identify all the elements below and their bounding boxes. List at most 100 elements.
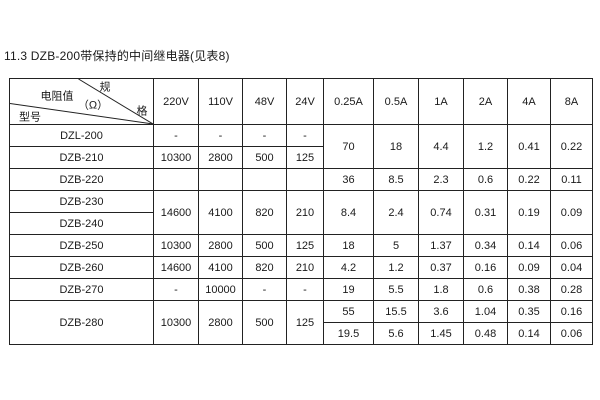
value-cell: 70 (323, 124, 374, 169)
column-header: 0.25A (323, 78, 374, 125)
corner-label-resistance: 电阻值 (40, 90, 74, 103)
value-cell: 0.06 (550, 234, 593, 257)
column-header: 24V (286, 78, 324, 125)
row-label: DZB-250 (9, 234, 154, 257)
value-cell: 1.04 (463, 300, 508, 323)
value-cell: 4100 (198, 256, 243, 279)
value-cell: 125 (286, 234, 324, 257)
table-body: DZL-200- - - -70 18 4.4 1.2 0.41 0.22 DZB-210 1030… (9, 124, 593, 345)
value-cell: 14600 (153, 256, 199, 279)
diagonal-divider-lines (10, 79, 153, 124)
value-cell: 2800 (198, 300, 243, 345)
value-cell: 0.48 (463, 322, 508, 345)
corner-label-model: 型号 (19, 111, 41, 124)
table-row: DZB-250 10300 2800 500 125 18 5 1.37 0.34 0.14 0.0… (9, 234, 593, 257)
row-label: DZB-230 (9, 190, 154, 213)
column-header: 8A (550, 78, 593, 125)
value-cell: 500 (242, 234, 287, 257)
value-cell: 4.4 (418, 124, 464, 169)
value-cell (286, 168, 324, 191)
value-cell: 0.16 (463, 256, 508, 279)
value-cell: 10300 (153, 146, 199, 169)
value-cell: 5.6 (373, 322, 419, 345)
row-label: DZL-200 (9, 124, 154, 147)
value-cell: 5.5 (373, 278, 419, 301)
corner-label-spec-bottom: 格 (136, 105, 148, 118)
value-cell: 0.22 (507, 168, 551, 191)
value-cell: 3.6 (418, 300, 464, 323)
row-label: DZB-240 (9, 212, 154, 235)
value-cell: 1.45 (418, 322, 464, 345)
value-cell: 0.14 (507, 234, 551, 257)
value-cell: 1.2 (463, 124, 508, 169)
value-cell: 2.4 (373, 190, 419, 235)
table-corner-header: 电阻值 （Ω） 规 格 型号 (9, 78, 154, 125)
value-cell: 0.74 (418, 190, 464, 235)
value-cell: 36 (323, 168, 374, 191)
section-title: 11.3 DZB-200带保持的中间继电器(见表8) (4, 49, 230, 63)
relay-table: 电阻值 （Ω） 规 格 型号 220V 110V 48V 24V 0.25A 0.5A 1A… (9, 78, 593, 345)
row-label: DZB-280 (9, 300, 154, 345)
value-cell: 8.4 (323, 190, 374, 235)
value-cell: 210 (286, 190, 324, 235)
value-cell: 0.04 (550, 256, 593, 279)
corner-label-ohm-unit: （Ω） (77, 99, 109, 112)
corner-label-spec-top: 规 (99, 81, 111, 94)
value-cell: - (198, 124, 243, 147)
value-cell: 2800 (198, 234, 243, 257)
value-cell: 500 (242, 300, 287, 345)
value-cell: 0.16 (550, 300, 593, 323)
column-header: 1A (418, 78, 464, 125)
value-cell: 0.38 (507, 278, 551, 301)
value-cell: - (153, 124, 199, 147)
value-cell: 0.19 (507, 190, 551, 235)
table-row: DZB-210 10300 2800 500 125 (9, 146, 593, 169)
value-cell: 820 (242, 190, 287, 235)
row-label: DZB-220 (9, 168, 154, 191)
value-cell: 10300 (153, 300, 199, 345)
value-cell: - (286, 124, 324, 147)
value-cell: 0.41 (507, 124, 551, 169)
value-cell: 19.5 (323, 322, 374, 345)
value-cell: 10300 (153, 234, 199, 257)
value-cell: 18 (373, 124, 419, 169)
value-cell: 0.09 (550, 190, 593, 235)
column-header: 0.5A (373, 78, 419, 125)
value-cell: - (242, 124, 287, 147)
value-cell: 820 (242, 256, 287, 279)
column-header: 2A (463, 78, 508, 125)
value-cell: 15.5 (373, 300, 419, 323)
value-cell: 10000 (198, 278, 243, 301)
value-cell: 125 (286, 146, 324, 169)
table-row: DZB-270-10000- -19 5.5 1.8 0.6 0.38 0.28 (9, 278, 593, 301)
value-cell: 0.11 (550, 168, 593, 191)
value-cell: 210 (286, 256, 324, 279)
table-row: DZL-200- - - -70 18 4.4 1.2 0.41 0.22 (9, 124, 593, 169)
table-row: DZB-220 36 8.5 2.3 0.6 0.22 0.11 (9, 168, 593, 191)
value-cell: 0.6 (463, 278, 508, 301)
value-cell: - (286, 278, 324, 301)
column-header: 48V (242, 78, 287, 125)
value-cell: 55 (323, 300, 374, 323)
value-cell (198, 168, 243, 191)
value-cell (153, 168, 199, 191)
value-cell: 0.35 (507, 300, 551, 323)
value-cell: 14600 (153, 190, 199, 235)
column-header: 110V (198, 78, 243, 125)
table-row: 19.5 5.6 1.45 0.48 0.14 0.06 (10, 322, 593, 345)
value-cell: - (153, 278, 199, 301)
value-cell: 2.3 (418, 168, 464, 191)
value-cell: 5 (373, 234, 419, 257)
value-cell: 0.22 (550, 124, 593, 169)
table-row: DZB-230 14600 4100 820 210 8.4 2.4 0.74 0.31 0.19… (9, 190, 593, 235)
value-cell: 0.14 (507, 322, 551, 345)
value-cell: 1.2 (373, 256, 419, 279)
value-cell: 8.5 (373, 168, 419, 191)
header-row: 电阻值 （Ω） 规 格 型号 220V 110V 48V 24V 0.25A 0.5A 1A… (9, 78, 593, 125)
value-cell: 125 (286, 300, 324, 345)
value-cell: - (242, 278, 287, 301)
row-label: DZB-260 (9, 256, 154, 279)
value-cell: 500 (242, 146, 287, 169)
value-cell: 0.09 (507, 256, 551, 279)
